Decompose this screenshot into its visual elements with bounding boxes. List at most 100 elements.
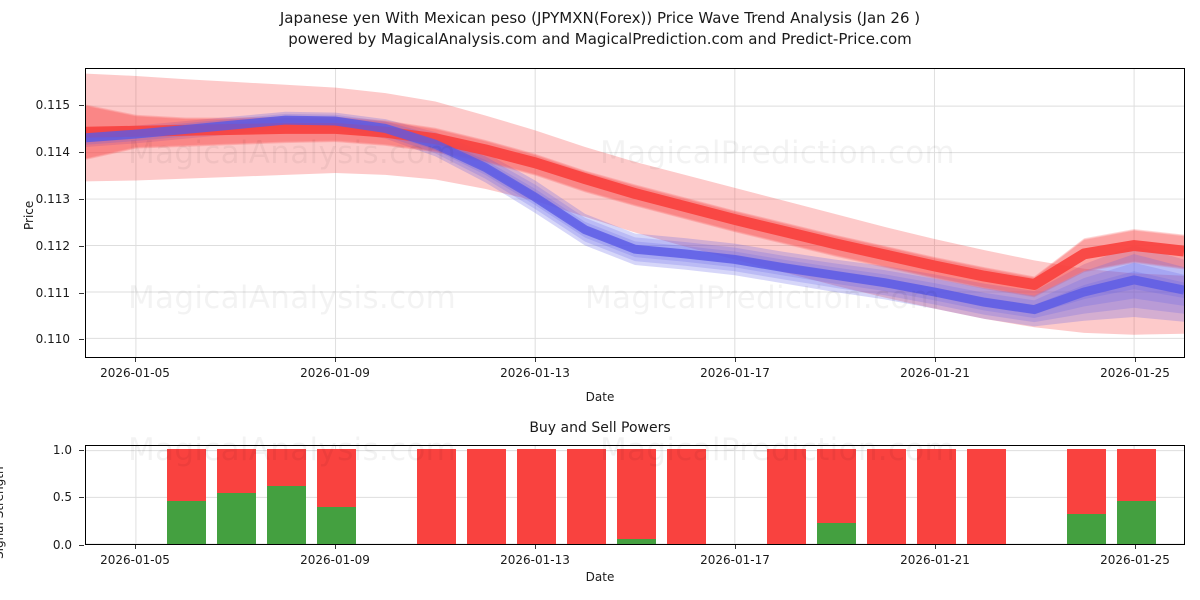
signal-bar[interactable]: [416, 448, 456, 544]
signal-bar[interactable]: [516, 448, 556, 544]
signals-xtick-mark: [735, 545, 736, 549]
signal-bar[interactable]: [816, 448, 856, 544]
price-ytick-label: 0.114: [35, 145, 70, 160]
signals-xtick-mark: [335, 545, 336, 549]
price-xtick-mark: [135, 358, 136, 362]
signal-bar[interactable]: [866, 448, 906, 544]
signal-bar[interactable]: [1116, 448, 1156, 544]
signal-bar[interactable]: [616, 448, 656, 544]
buy-power-segment: [816, 523, 856, 544]
price-ytick-mark: [79, 152, 84, 154]
price-ytick-label: 0.112: [35, 238, 70, 253]
price-y-axis-title: Price: [22, 200, 36, 230]
page-title: Japanese yen With Mexican peso (JPYMXN(F…: [279, 9, 921, 27]
price-wave-bands: [86, 73, 1184, 335]
signals-ytick-mark: [79, 449, 84, 451]
price-xtick-mark: [935, 358, 936, 362]
signals-ytick-label: 0.5: [52, 490, 72, 505]
price-ytick-label: 0.115: [35, 98, 70, 113]
price-ytick-label: 0.111: [35, 285, 70, 300]
signal-bar[interactable]: [916, 448, 956, 544]
price-xtick-mark: [1135, 358, 1136, 362]
signals-chart-title: Buy and Sell Powers: [529, 420, 671, 436]
price-ytick-mark: [79, 105, 84, 107]
price-ytick-label: 0.113: [35, 191, 70, 206]
price-plot-area: [85, 68, 1185, 358]
signals-xtick-label: 2026-01-05: [100, 553, 170, 567]
price-xtick-mark: [335, 358, 336, 362]
price-gridlines: [86, 69, 1184, 357]
price-xtick-label: 2026-01-25: [1100, 366, 1170, 380]
signal-bar[interactable]: [1066, 448, 1106, 544]
buy-power-segment: [266, 485, 306, 544]
signals-xtick-label: 2026-01-21: [900, 553, 970, 567]
sell-power-segment: [666, 448, 706, 544]
signal-bar[interactable]: [666, 448, 706, 544]
price-ytick-label: 0.110: [35, 332, 70, 347]
sell-power-segment: [516, 448, 556, 544]
page-subtitle: powered by MagicalAnalysis.com and Magic…: [288, 30, 912, 48]
sell-power-segment: [566, 448, 606, 544]
buy-power-segment: [1116, 501, 1156, 544]
signal-bar[interactable]: [566, 448, 606, 544]
sell-power-segment: [966, 448, 1006, 544]
price-xtick-mark: [735, 358, 736, 362]
price-xtick-label: 2026-01-17: [700, 366, 770, 380]
signal-bar[interactable]: [466, 448, 506, 544]
signals-xtick-label: 2026-01-09: [300, 553, 370, 567]
buy-power-segment: [616, 539, 656, 544]
signals-xtick-label: 2026-01-25: [1100, 553, 1170, 567]
signals-xtick-label: 2026-01-13: [500, 553, 570, 567]
signals-ytick-label: 1.0: [52, 442, 72, 457]
price-xtick-label: 2026-01-09: [300, 366, 370, 380]
signal-bar[interactable]: [766, 448, 806, 544]
price-xtick-mark: [535, 358, 536, 362]
price-ytick-mark: [79, 339, 84, 341]
chart-title-block: Japanese yen With Mexican peso (JPYMXN(F…: [0, 8, 1200, 50]
price-x-axis-title: Date: [585, 390, 615, 404]
signals-chart-panel: [85, 445, 1185, 545]
price-xtick-label: 2026-01-05: [100, 366, 170, 380]
signal-bar[interactable]: [166, 448, 206, 544]
sell-power-segment: [766, 448, 806, 544]
buy-power-segment: [166, 501, 206, 544]
signals-xtick-mark: [935, 545, 936, 549]
price-ytick-mark: [79, 245, 84, 247]
sell-power-segment: [466, 448, 506, 544]
signals-y-axis-title: Signal Strength: [0, 466, 6, 559]
signal-bar[interactable]: [266, 448, 306, 544]
price-xtick-label: 2026-01-13: [500, 366, 570, 380]
sell-power-segment: [1116, 448, 1156, 502]
signals-ytick-label: 0.0: [52, 538, 72, 552]
sell-power-segment: [816, 448, 856, 524]
buy-power-segment: [216, 492, 256, 544]
signals-xtick-mark: [135, 545, 136, 549]
sell-power-segment: [266, 448, 306, 486]
signals-ytick-mark: [79, 497, 84, 499]
signal-bar[interactable]: [216, 448, 256, 544]
signal-bars-container: [86, 446, 1184, 544]
signal-bar[interactable]: [316, 448, 356, 544]
price-chart-panel: [85, 68, 1185, 358]
sell-power-segment: [916, 448, 956, 544]
sell-power-segment: [866, 448, 906, 544]
signals-x-axis-title: Date: [585, 570, 615, 584]
signals-xtick-mark: [535, 545, 536, 549]
sell-power-segment: [616, 448, 656, 540]
sell-power-segment: [416, 448, 456, 544]
sell-power-segment: [316, 448, 356, 507]
signals-xtick-mark: [1135, 545, 1136, 549]
price-ytick-mark: [79, 198, 84, 200]
price-xtick-label: 2026-01-21: [900, 366, 970, 380]
sell-power-segment: [216, 448, 256, 493]
price-ytick-mark: [79, 292, 84, 294]
buy-power-segment: [1066, 513, 1106, 544]
sell-power-segment: [166, 448, 206, 502]
signals-ytick-mark: [79, 545, 84, 546]
sell-power-segment: [1066, 448, 1106, 514]
buy-power-segment: [316, 506, 356, 544]
signals-xtick-label: 2026-01-17: [700, 553, 770, 567]
signal-bar[interactable]: [966, 448, 1006, 544]
signals-plot-area: [85, 445, 1185, 545]
